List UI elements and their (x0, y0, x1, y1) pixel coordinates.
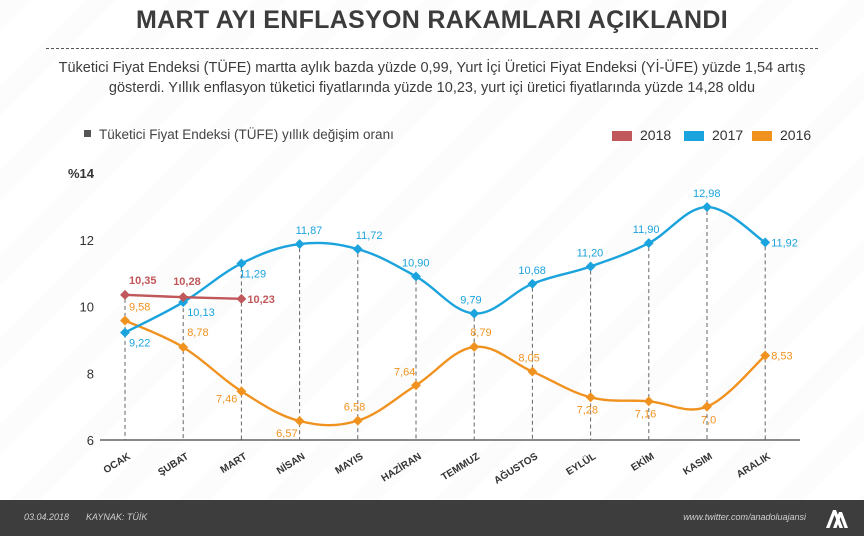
data-label-2016: 8,79 (470, 327, 491, 339)
x-tick-label: HAZİRAN (379, 450, 424, 485)
data-label-2016: 7,28 (577, 404, 598, 416)
data-label-2017: 10,90 (402, 257, 430, 269)
data-label-2017: 11,29 (239, 268, 266, 280)
x-tick-label: NİSAN (274, 450, 307, 478)
series-line-2017 (124, 205, 766, 334)
data-point-2018 (120, 289, 130, 300)
chart-subtitle: Tüketici Fiyat Endeksi (TÜFE) yıllık değ… (84, 127, 394, 142)
summary-text: Tüketici Fiyat Endeksi (TÜFE) martta ayl… (40, 58, 824, 98)
data-label-2016: 7,64 (394, 366, 415, 378)
legend-label-2017: 2017 (712, 127, 744, 143)
data-point-2017 (411, 271, 421, 282)
data-point-2017 (527, 278, 538, 289)
data-point-2017 (294, 239, 305, 250)
data-label-2017: 9,22 (129, 338, 150, 350)
data-point-2016 (294, 416, 305, 426)
x-tick-label: MAYIS (333, 451, 365, 477)
data-label-2018: 10,35 (129, 275, 157, 287)
x-tick-label: ŞUBAT (156, 451, 190, 478)
data-point-2016 (585, 392, 596, 403)
x-tick-label: EYLÜL (564, 450, 599, 478)
data-label-2017: 10,13 (187, 307, 215, 319)
data-label-2016: 8,05 (518, 353, 539, 365)
data-label-2017: 11,20 (577, 247, 604, 259)
x-tick-label: EKİM (628, 450, 656, 474)
summary-line-2: gösterdi. Yıllık enflasyon tüketici fiya… (108, 80, 756, 96)
x-tick-label: AĞUSTOS (491, 449, 540, 486)
legend-item-2016: 2016 (752, 127, 811, 143)
aa-logo-icon (826, 510, 848, 528)
data-point-2016 (120, 315, 130, 326)
data-label-2017: 11,72 (356, 230, 383, 242)
chart-subtitle-text: Tüketici Fiyat Endeksi (TÜFE) yıllık değ… (99, 127, 394, 142)
data-point-2016 (236, 386, 247, 397)
data-point-2016 (352, 415, 363, 426)
data-label-2016: 9,58 (129, 302, 150, 314)
data-point-2016 (643, 396, 654, 407)
data-point-2016 (702, 401, 712, 412)
data-point-2018 (236, 293, 247, 304)
data-point-2017 (120, 327, 130, 338)
data-label-2017: 11,90 (633, 224, 660, 236)
footer-bar: 03.04.2018 KAYNAK: TÜİK www.twitter.com/… (0, 500, 864, 536)
data-point-2016 (760, 350, 771, 361)
data-label-2017: 9,79 (460, 295, 481, 307)
x-tick-label: KASIM (681, 451, 714, 477)
legend-label-2018: 2018 (640, 127, 672, 143)
y-tick-label: 12 (80, 233, 94, 248)
legend-swatch-2017 (684, 131, 704, 141)
legend-swatch-2016 (752, 131, 772, 141)
x-tick-label: MART (219, 451, 249, 476)
data-label-2016: 6,58 (344, 402, 365, 414)
data-point-2017 (236, 258, 247, 269)
data-point-2016 (527, 366, 538, 377)
square-bullet-icon (84, 130, 91, 137)
series-line-2016 (124, 319, 766, 427)
data-label-2016: 7,0 (701, 415, 716, 427)
headline: MART AYI ENFLASYON RAKAMLARI AÇIKLANDI (136, 6, 728, 34)
data-point-2017 (469, 308, 480, 319)
y-tick-label: %14 (68, 166, 95, 181)
data-label-2016: 8,53 (771, 351, 792, 363)
data-point-2016 (178, 342, 189, 353)
data-label-2016: 7,16 (635, 408, 656, 420)
summary-line-1: Tüketici Fiyat Endeksi (TÜFE) martta ayl… (58, 60, 806, 76)
data-point-2017 (643, 238, 654, 249)
y-tick-label: 10 (80, 300, 94, 315)
y-tick-label: 8 (87, 366, 94, 381)
data-label-2017: 11,92 (771, 237, 798, 249)
data-point-2017 (178, 297, 189, 308)
data-point-2016 (469, 341, 480, 352)
data-point-2017 (702, 202, 712, 212)
data-label-2016: 6,57 (276, 428, 297, 440)
x-tick-label: ARALIK (735, 451, 774, 481)
data-point-2016 (411, 380, 421, 391)
data-label-2018: 10,23 (247, 294, 275, 306)
legend-label-2016: 2016 (780, 127, 812, 143)
data-point-2018 (178, 292, 189, 303)
data-label-2017: 10,68 (518, 265, 546, 277)
data-label-2016: 7,46 (216, 393, 237, 405)
title-divider (46, 48, 818, 49)
footer-date: 03.04.2018 (24, 512, 70, 522)
line-chart: 6 8 10 12 %14 OCAK ŞUBAT MART NİSAN MAYIS HAZİRAN… (68, 166, 800, 487)
data-point-2017 (760, 237, 771, 248)
x-tick-label: OCAK (102, 451, 133, 476)
data-point-2017 (585, 261, 596, 272)
data-label-2018: 10,28 (173, 276, 201, 288)
data-label-2017: 12,98 (693, 188, 721, 200)
data-label-2017: 11,87 (296, 225, 323, 237)
data-label-2016: 8,78 (187, 327, 208, 339)
y-tick-label: 6 (87, 433, 94, 448)
footer-source: KAYNAK: TÜİK (86, 512, 148, 522)
data-point-2017 (352, 244, 363, 255)
legend-swatch-2018 (612, 131, 632, 141)
footer-twitter-link[interactable]: www.twitter.com/anadoluajansi (683, 512, 806, 522)
legend-item-2018: 2018 (612, 127, 671, 143)
x-tick-label: TEMMUZ (440, 451, 482, 483)
legend-item-2017: 2017 (684, 127, 743, 143)
